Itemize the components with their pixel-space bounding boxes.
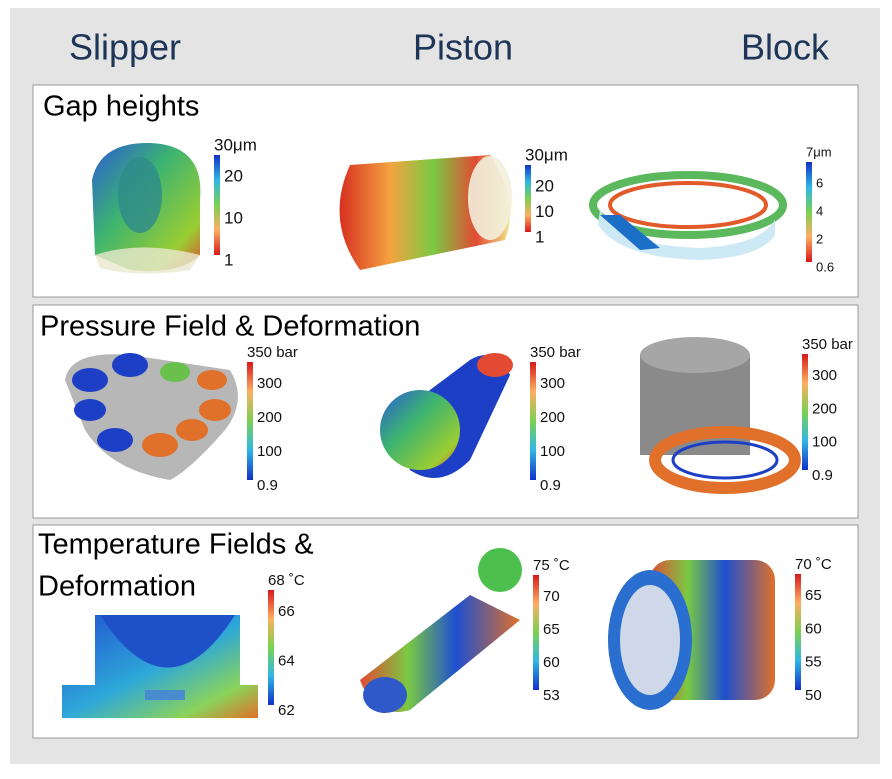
colorbar-label: 50 <box>805 687 822 704</box>
colorbar <box>806 162 812 262</box>
colorbar-label: 68 ˚C <box>268 572 305 589</box>
row-title: Pressure Field & Deformation <box>40 311 420 343</box>
colorbar-label: 30μm <box>525 145 568 164</box>
colorbar-label: 60 <box>543 654 560 671</box>
colorbar-label: 0.6 <box>816 259 834 274</box>
render <box>589 171 787 260</box>
colorbar <box>530 362 536 480</box>
row-title: Temperature Fields & <box>38 529 314 561</box>
colorbar-label: 20 <box>224 166 243 185</box>
row-title: Deformation <box>38 571 196 603</box>
colorbar-label: 100 <box>257 443 282 460</box>
column-header: Slipper <box>69 27 181 68</box>
colorbar-label: 7μm <box>806 144 832 159</box>
column-header: Block <box>741 27 830 68</box>
colorbar <box>525 165 531 232</box>
colorbar-label: 75 ˚C <box>533 557 570 574</box>
colorbar-label: 55 <box>805 654 822 671</box>
colorbar-label: 70 ˚C <box>795 556 832 573</box>
render <box>339 155 512 270</box>
colorbar <box>214 155 220 255</box>
colorbar <box>268 590 274 705</box>
colorbar-label: 60 <box>805 620 822 637</box>
colorbar-label: 65 <box>543 621 560 638</box>
colorbar-label: 0.9 <box>540 477 561 494</box>
render <box>608 560 775 710</box>
colorbar-label: 300 <box>812 367 837 384</box>
colorbar-label: 53 <box>543 687 560 704</box>
colorbar-label: 350 bar <box>247 344 298 361</box>
colorbar-label: 0.9 <box>257 477 278 494</box>
colorbar <box>247 362 253 480</box>
colorbar-label: 350 bar <box>802 336 853 353</box>
colorbar-label: 300 <box>540 375 565 392</box>
colorbar-label: 6 <box>816 175 823 190</box>
colorbar <box>533 575 539 690</box>
colorbar-label: 200 <box>540 409 565 426</box>
colorbar-label: 30μm <box>214 135 257 154</box>
colorbar-label: 70 <box>543 588 560 605</box>
render <box>640 337 801 494</box>
colorbar-label: 350 bar <box>530 344 581 361</box>
colorbar-label: 4 <box>816 203 823 218</box>
column-header: Piston <box>413 27 513 68</box>
colorbar-label: 20 <box>535 176 554 195</box>
render <box>360 548 522 713</box>
render <box>65 353 238 480</box>
colorbar-label: 10 <box>535 202 554 221</box>
colorbar-label: 1 <box>224 250 233 269</box>
colorbar <box>795 574 801 690</box>
colorbar-label: 200 <box>812 400 837 417</box>
colorbar-label: 300 <box>257 375 282 392</box>
row-title: Gap heights <box>43 91 199 123</box>
colorbar-label: 66 <box>278 603 295 620</box>
colorbar <box>802 354 808 470</box>
colorbar-label: 0.9 <box>812 467 833 484</box>
colorbar-label: 62 <box>278 702 295 719</box>
colorbar-label: 65 <box>805 587 822 604</box>
colorbar-label: 100 <box>812 434 837 451</box>
colorbar-label: 200 <box>257 409 282 426</box>
colorbar-label: 1 <box>535 227 544 246</box>
colorbar-label: 2 <box>816 231 823 246</box>
colorbar-label: 64 <box>278 652 295 669</box>
render <box>92 142 201 274</box>
render <box>62 615 258 718</box>
render <box>380 353 513 478</box>
colorbar-label: 100 <box>540 443 565 460</box>
colorbar-label: 10 <box>224 208 243 227</box>
